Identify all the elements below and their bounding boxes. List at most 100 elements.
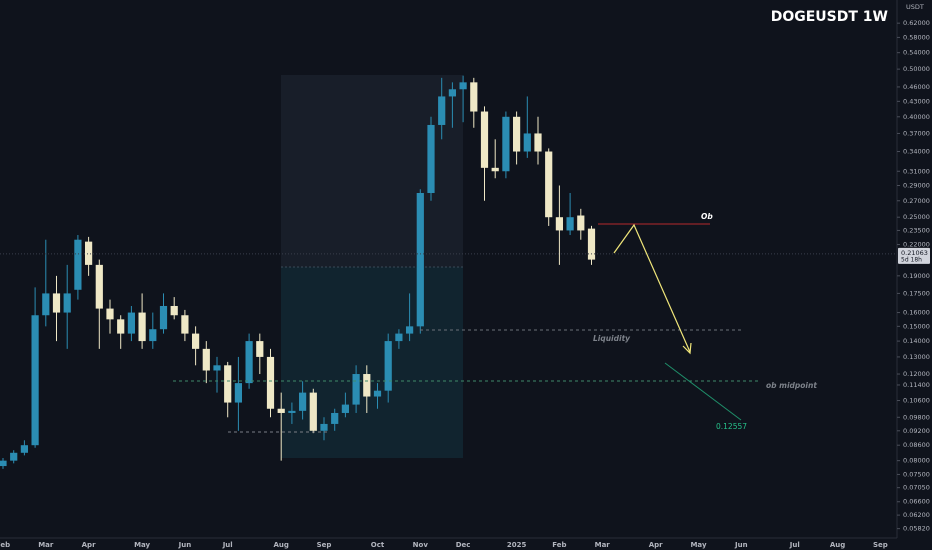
target-label: 0.12557 xyxy=(716,422,747,431)
candle-body xyxy=(245,341,253,384)
x-tick-label: Mar xyxy=(595,541,611,549)
candle-body xyxy=(42,293,50,316)
y-tick-label: 0.12000 xyxy=(903,370,930,378)
x-tick-label: Dec xyxy=(456,541,471,549)
y-tick-label: 0.43000 xyxy=(903,97,930,105)
x-tick-label: Feb xyxy=(552,541,566,549)
x-tick-label: Jun xyxy=(178,541,192,549)
y-tick-label: 0.05820 xyxy=(903,525,930,533)
y-tick-label: 0.37000 xyxy=(903,129,930,137)
candle-body xyxy=(577,215,585,231)
candle-body xyxy=(459,82,467,90)
candle-body xyxy=(406,326,414,334)
y-tick-label: 0.15000 xyxy=(903,322,930,330)
y-tick-label: 0.10600 xyxy=(903,397,930,405)
y-tick-label: 0.11400 xyxy=(903,381,930,389)
y-tick-label: 0.50000 xyxy=(903,65,930,73)
x-tick-label: Aug xyxy=(273,541,288,549)
target-line xyxy=(664,362,742,421)
y-axis-label: USDT xyxy=(906,3,924,11)
y-tick-label: 0.08600 xyxy=(903,441,930,449)
candle-body xyxy=(513,116,521,152)
y-tick-label: 0.19000 xyxy=(903,272,930,280)
y-tick-label: 0.31000 xyxy=(903,167,930,175)
x-tick-label: Feb xyxy=(0,541,10,549)
candle-body xyxy=(470,82,478,112)
arrow-head xyxy=(682,342,692,355)
projection-path xyxy=(613,223,691,353)
x-tick-label: Oct xyxy=(371,541,385,549)
candle-body xyxy=(416,192,424,327)
y-tick-label: 0.23500 xyxy=(903,226,930,234)
y-tick-label: 0.29000 xyxy=(903,182,930,190)
chart-title: DOGEUSDT 1W xyxy=(771,9,888,25)
candle-body xyxy=(309,392,317,431)
y-tick-label: 0.08000 xyxy=(903,457,930,465)
x-tick-label: Apr xyxy=(82,541,96,549)
candle-body xyxy=(256,341,264,357)
candle-body xyxy=(20,445,28,453)
candle-body xyxy=(534,133,542,152)
y-tick-label: 0.25000 xyxy=(903,213,930,221)
y-tick-label: 0.06600 xyxy=(903,498,930,506)
candle-body xyxy=(331,412,339,424)
candle-body xyxy=(138,312,146,342)
candle-body xyxy=(373,390,382,397)
candle-body xyxy=(170,305,178,316)
candle-body xyxy=(491,167,499,172)
x-tick-label: Jul xyxy=(789,541,800,549)
x-tick-label: Mar xyxy=(38,541,54,549)
x-tick-label: Aug xyxy=(830,541,845,549)
candle-body xyxy=(427,124,435,193)
candle-body xyxy=(52,293,61,313)
x-tick-label: Jun xyxy=(734,541,748,549)
candle-body xyxy=(566,217,574,231)
y-tick-label: 0.09200 xyxy=(903,427,930,435)
y-tick-label: 0.46000 xyxy=(903,83,930,91)
x-tick-label: Apr xyxy=(649,541,663,549)
candle-body xyxy=(95,264,103,309)
candle-body xyxy=(224,365,232,403)
ob-label: Ob xyxy=(701,212,713,221)
y-tick-label: 0.58000 xyxy=(903,33,930,41)
candle-body xyxy=(266,356,275,409)
candle-body xyxy=(438,96,446,125)
y-tick-label: 0.13000 xyxy=(903,353,930,361)
candle-body xyxy=(213,365,221,371)
candle-body xyxy=(288,410,296,413)
last-price-badge xyxy=(898,247,930,264)
candle-body xyxy=(341,404,349,413)
candle-body xyxy=(363,374,371,397)
candle-body xyxy=(85,241,93,265)
y-tick-label: 0.07050 xyxy=(903,484,930,492)
x-tick-label: Jul xyxy=(222,541,233,549)
candles xyxy=(0,75,596,469)
candle-body xyxy=(234,383,242,403)
countdown-label: 5d 18h xyxy=(901,256,922,263)
y-tick-label: 0.62000 xyxy=(903,19,930,27)
x-tick-label: Nov xyxy=(413,541,429,549)
candle-body xyxy=(480,111,489,168)
candle-body xyxy=(299,392,307,411)
candle-body xyxy=(545,151,553,218)
candle-body xyxy=(395,333,403,342)
y-tick-label: 0.40000 xyxy=(903,113,930,121)
y-tick-label: 0.17500 xyxy=(903,289,930,297)
y-tick-label: 0.27000 xyxy=(903,197,930,205)
candle-body xyxy=(63,293,71,313)
y-tick-label: 0.22000 xyxy=(903,241,930,249)
zone-box xyxy=(281,267,463,458)
candle-body xyxy=(277,408,285,413)
y-tick-label: 0.54000 xyxy=(903,49,930,57)
price-axis xyxy=(897,0,932,550)
candle-body xyxy=(202,348,210,371)
y-tick-label: 0.14000 xyxy=(903,337,930,345)
candle-body xyxy=(10,452,18,461)
y-tick-label: 0.09800 xyxy=(903,413,930,421)
midpoint-label: ob midpoint xyxy=(766,381,817,390)
candle-body xyxy=(384,341,392,391)
candle-body xyxy=(0,460,7,467)
liquidity-label: Liquidity xyxy=(593,334,631,343)
